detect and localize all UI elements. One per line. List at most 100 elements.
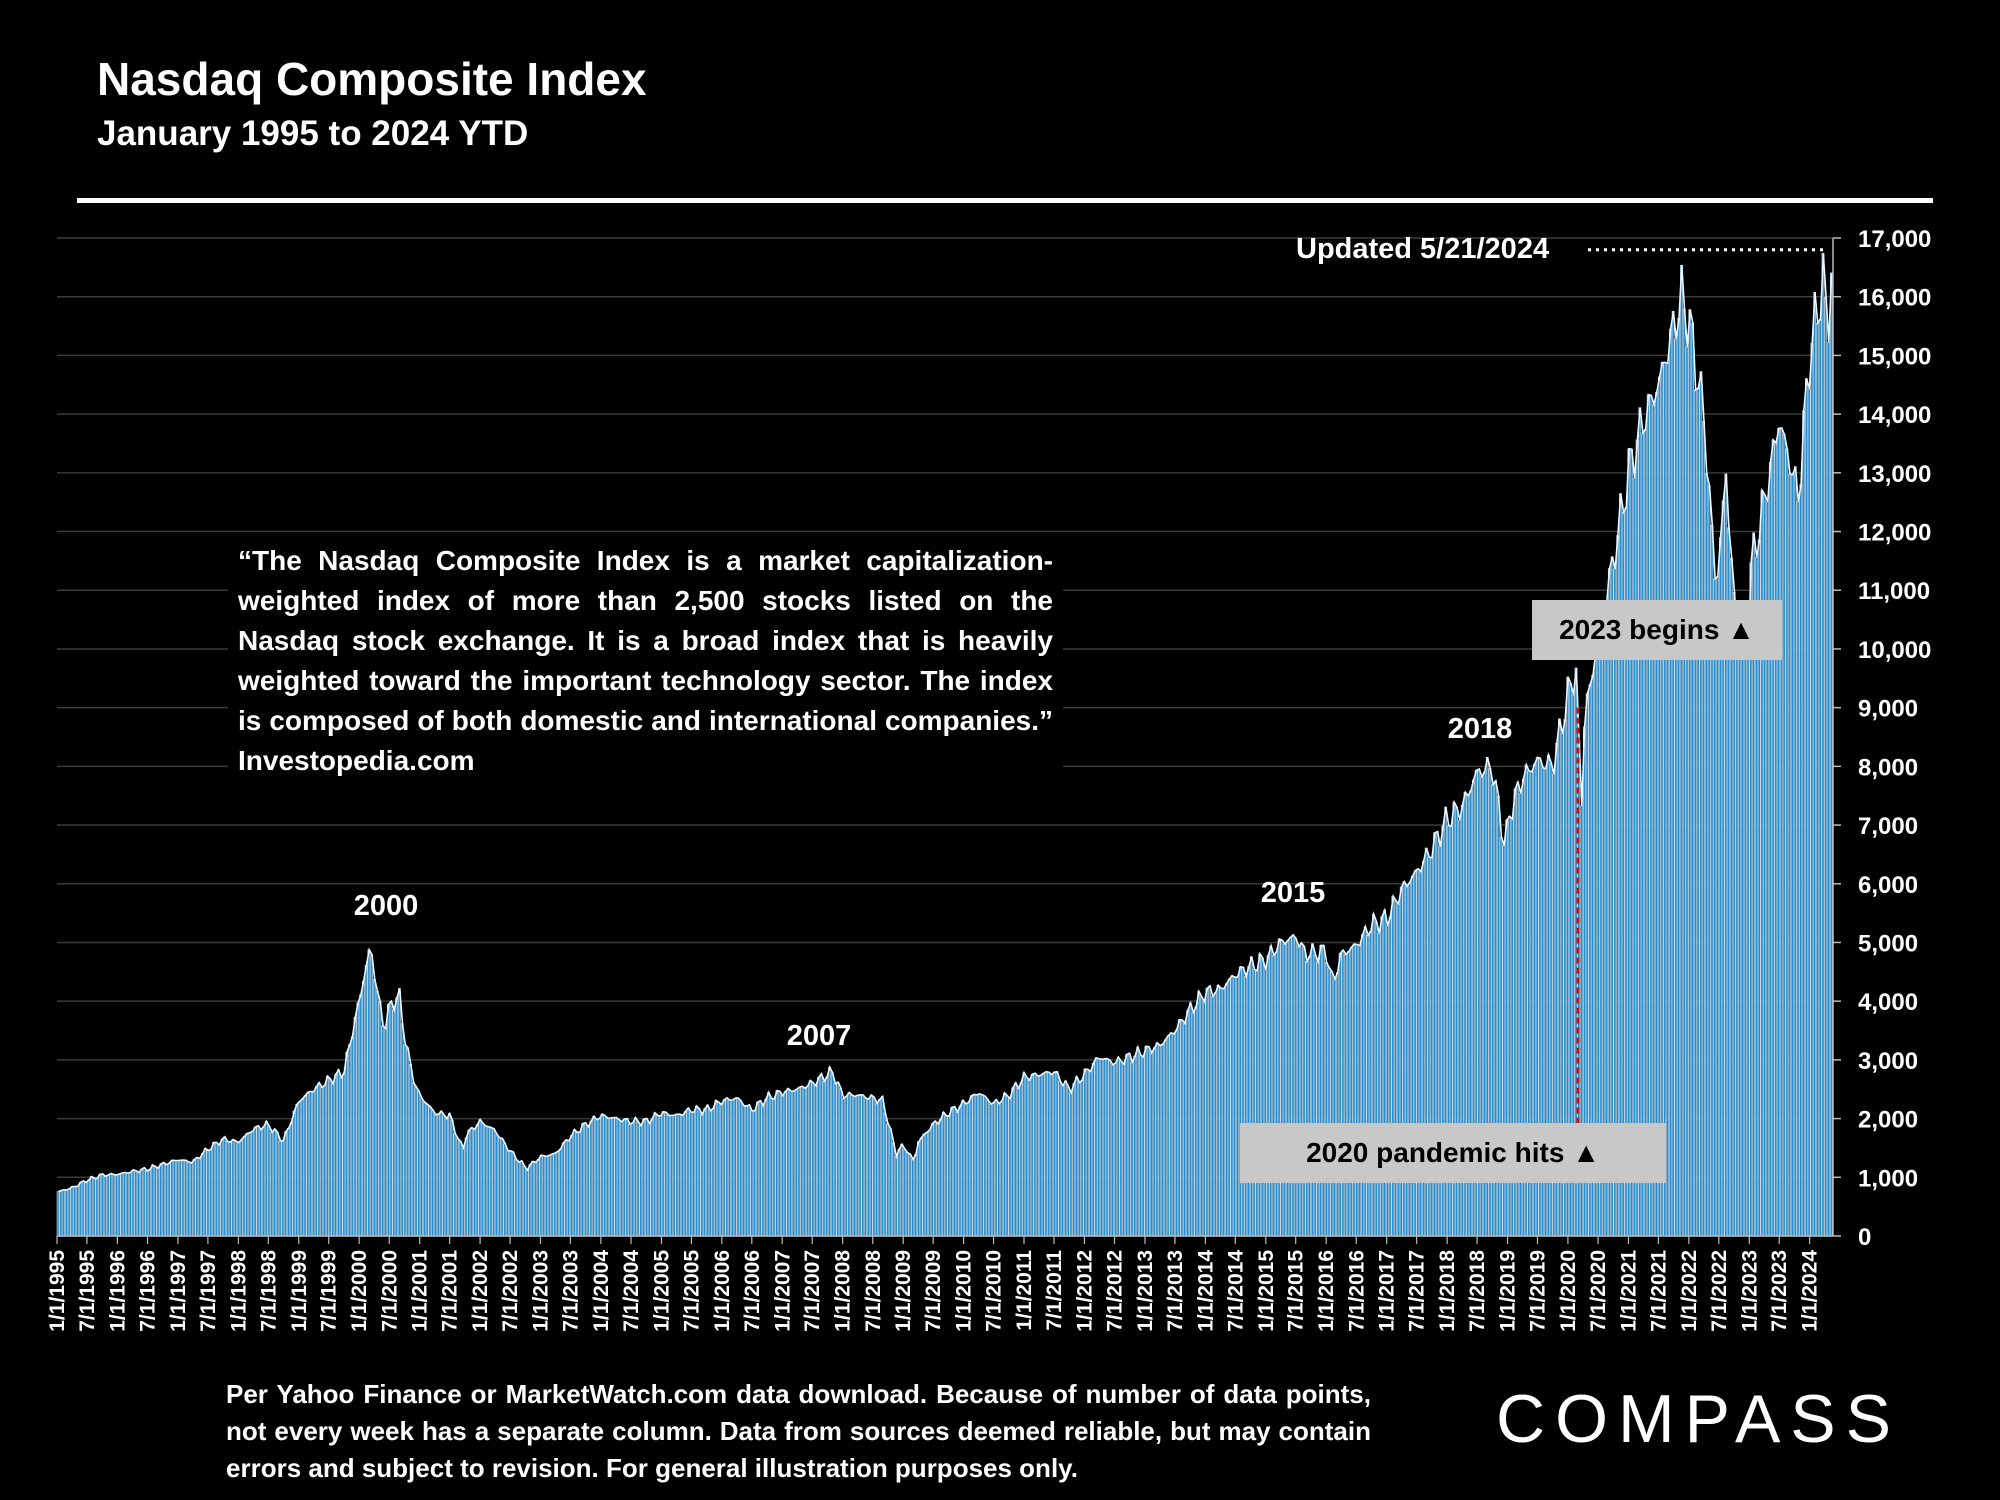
bar: [1796, 501, 1800, 1237]
bar: [681, 1115, 684, 1237]
y-tick-label: 2,000: [1858, 1107, 1918, 1134]
bar: [947, 1115, 951, 1237]
bar: [317, 1082, 321, 1237]
bar: [822, 1080, 826, 1237]
bar: [184, 1160, 188, 1237]
bar: [117, 1173, 121, 1237]
bar: [206, 1150, 210, 1237]
bar: [861, 1094, 865, 1237]
bar: [953, 1106, 956, 1237]
bar: [237, 1142, 240, 1237]
x-tick-label: 7/1/2004: [620, 1250, 643, 1332]
bar: [708, 1110, 712, 1237]
bar: [425, 1104, 429, 1237]
bar: [1374, 921, 1378, 1237]
bar: [1666, 362, 1669, 1237]
bar: [1311, 943, 1314, 1237]
bar: [1102, 1058, 1106, 1237]
bar: [359, 994, 362, 1237]
bar: [1050, 1074, 1053, 1237]
bar: [1713, 578, 1717, 1237]
bar: [1163, 1039, 1167, 1237]
bar: [622, 1118, 626, 1237]
bar: [123, 1172, 127, 1237]
bar: [1136, 1046, 1139, 1237]
bar: [445, 1118, 448, 1237]
bar: [794, 1089, 798, 1237]
x-tick-label: 1/1/2007: [771, 1250, 794, 1332]
bar: [1277, 938, 1281, 1237]
bar: [769, 1098, 773, 1237]
bar: [889, 1128, 892, 1237]
bar: [839, 1088, 842, 1237]
x-tick-label: 7/1/2007: [801, 1250, 824, 1332]
bar: [894, 1156, 898, 1237]
bar: [1358, 945, 1361, 1237]
bar: [514, 1159, 518, 1237]
bar: [1255, 970, 1259, 1237]
bar: [1829, 272, 1833, 1237]
bar: [883, 1112, 887, 1237]
bar: [1699, 371, 1703, 1237]
bar: [295, 1103, 299, 1237]
bar: [228, 1141, 232, 1237]
bar: [1114, 1062, 1117, 1237]
bar: [961, 1100, 965, 1237]
bar: [1746, 658, 1750, 1237]
bar: [1144, 1046, 1148, 1237]
bar: [262, 1126, 265, 1237]
bar: [1652, 403, 1656, 1237]
bar: [1208, 985, 1212, 1237]
x-tick-label: 7/1/1995: [76, 1250, 99, 1332]
bar: [1008, 1098, 1012, 1237]
bar: [1344, 954, 1348, 1237]
bar: [991, 1102, 995, 1237]
bar: [775, 1090, 779, 1237]
bar: [1028, 1079, 1031, 1237]
bar: [461, 1147, 465, 1237]
y-tick-label: 16,000: [1858, 285, 1931, 312]
bar: [473, 1129, 476, 1237]
x-tick-label: 7/1/2017: [1406, 1250, 1429, 1332]
bar: [520, 1160, 523, 1237]
y-tick-label: 8,000: [1858, 754, 1918, 781]
x-tick-label: 7/1/1999: [318, 1250, 341, 1332]
bar: [1294, 938, 1298, 1237]
x-tick-label: 7/1/2018: [1466, 1250, 1489, 1332]
bar: [803, 1087, 806, 1237]
bar: [459, 1141, 462, 1237]
bar: [128, 1172, 132, 1237]
bar: [364, 965, 368, 1237]
bar: [706, 1104, 709, 1237]
bar: [81, 1180, 85, 1237]
bar: [1188, 1002, 1192, 1237]
bar: [570, 1135, 573, 1237]
bar: [1660, 362, 1664, 1237]
bar: [1646, 394, 1650, 1237]
bar: [76, 1186, 79, 1237]
bar: [467, 1129, 471, 1237]
updated-label: Updated 5/21/2024: [1296, 233, 1550, 265]
bar: [714, 1100, 718, 1237]
bar: [853, 1096, 856, 1237]
bar: [1313, 954, 1317, 1237]
bar: [1685, 346, 1689, 1237]
bar: [1261, 957, 1264, 1237]
bar: [878, 1099, 881, 1237]
bar: [1352, 943, 1356, 1237]
bar: [625, 1118, 629, 1237]
bar: [925, 1132, 928, 1237]
bar: [917, 1141, 920, 1237]
bar: [1288, 937, 1292, 1237]
x-tick-label: 1/1/1998: [227, 1250, 250, 1332]
bar: [151, 1164, 154, 1237]
bar: [1297, 946, 1300, 1237]
bar: [983, 1095, 987, 1237]
bar: [195, 1157, 199, 1237]
bar: [919, 1137, 923, 1237]
bar: [162, 1162, 165, 1237]
bar: [550, 1153, 554, 1237]
bar: [78, 1182, 82, 1237]
bar: [153, 1166, 157, 1237]
bar: [658, 1115, 662, 1237]
